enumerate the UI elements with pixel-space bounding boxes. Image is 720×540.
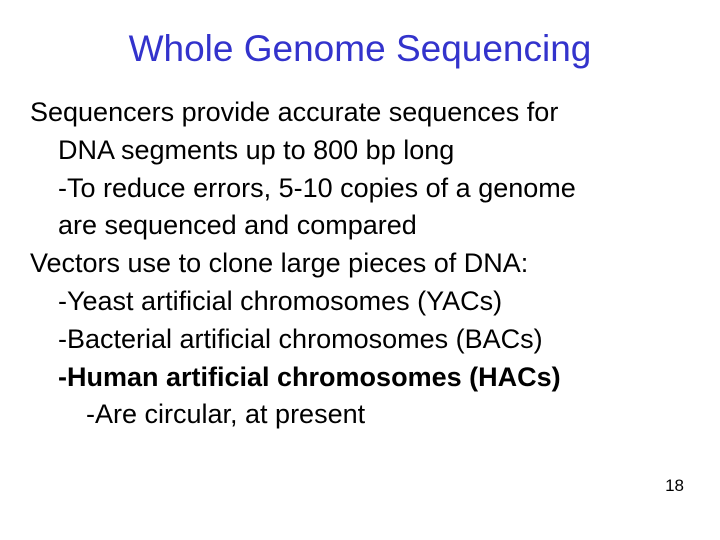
page-number: 18 (665, 476, 684, 496)
content-line: -Bacterial artificial chromosomes (BACs) (30, 321, 690, 359)
content-line: -To reduce errors, 5-10 copies of a geno… (30, 170, 690, 208)
content-line: Vectors use to clone large pieces of DNA… (30, 245, 690, 283)
content-line: Sequencers provide accurate sequences fo… (30, 94, 690, 132)
slide-title: Whole Genome Sequencing (30, 28, 690, 70)
content-line: DNA segments up to 800 bp long (30, 132, 690, 170)
content-line: -Human artificial chromosomes (HACs) (30, 359, 690, 397)
content-line: are sequenced and compared (30, 207, 690, 245)
content-line: -Are circular, at present (30, 396, 690, 434)
content-line: -Yeast artificial chromosomes (YACs) (30, 283, 690, 321)
slide-content: Sequencers provide accurate sequences fo… (30, 94, 690, 434)
